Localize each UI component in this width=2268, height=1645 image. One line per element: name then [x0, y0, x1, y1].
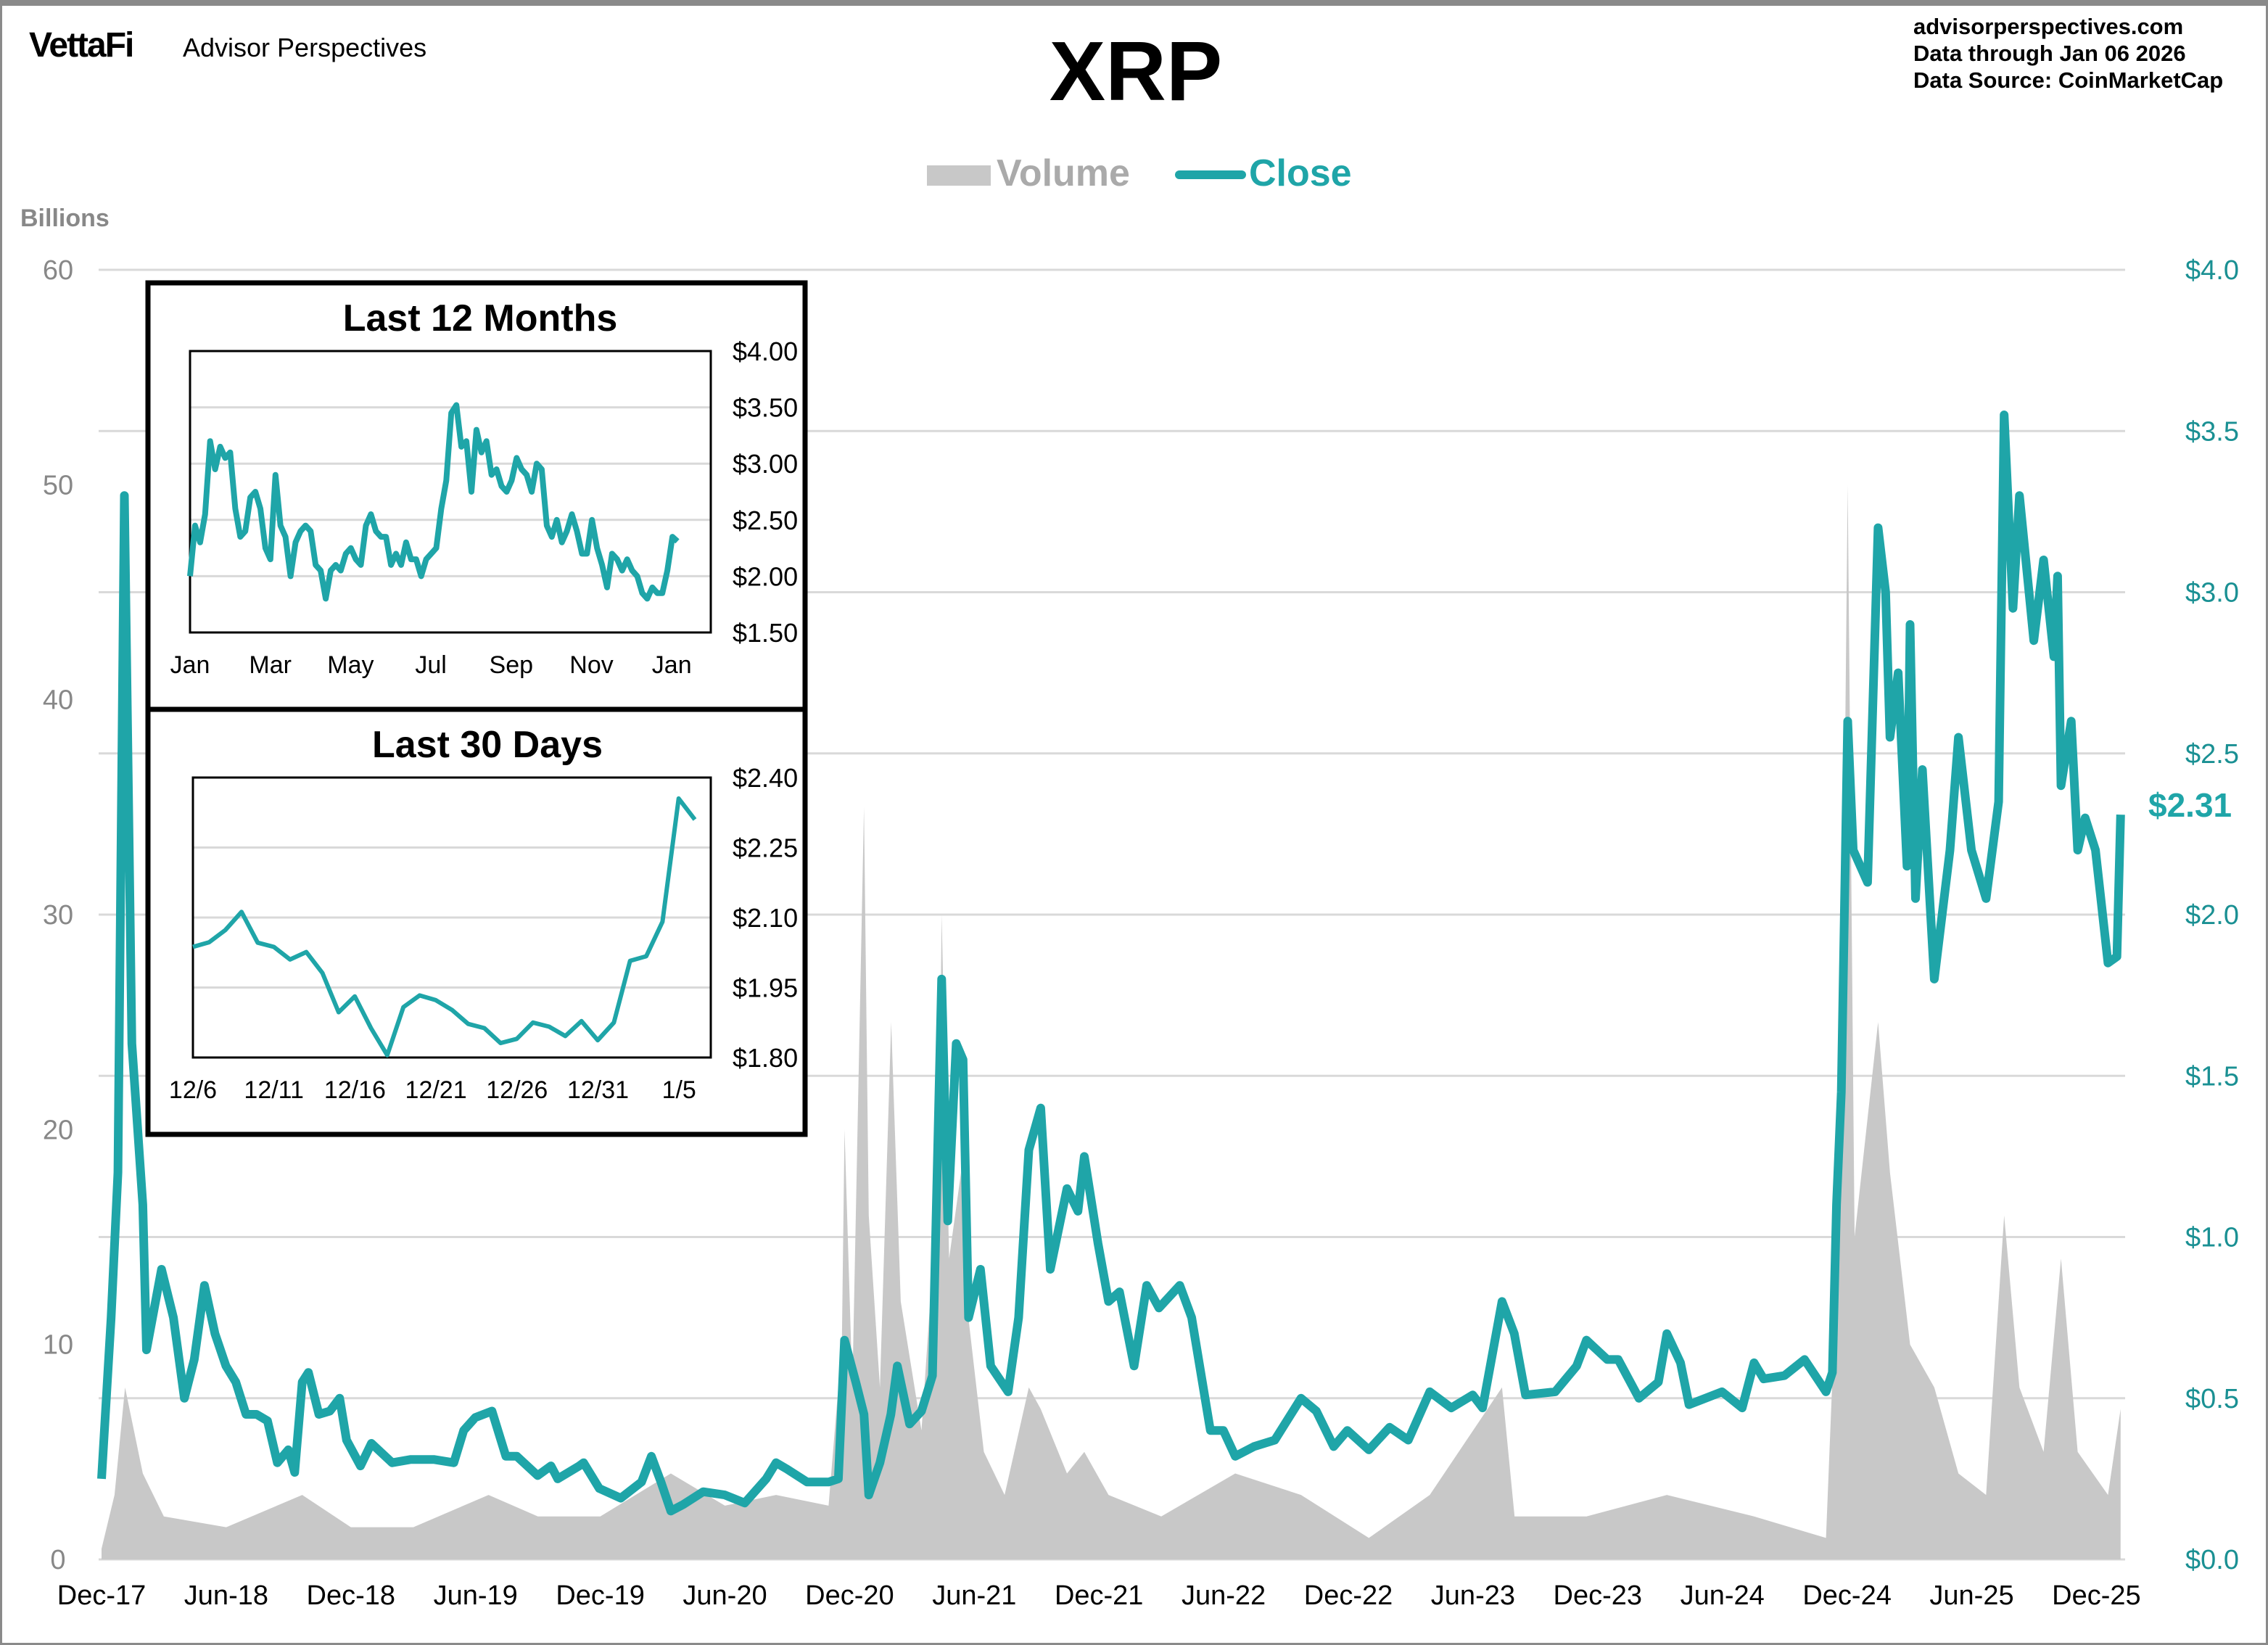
x-axis-tick-label: Jun-18 — [184, 1580, 268, 1611]
inset-y-tick-label: $3.00 — [733, 449, 798, 479]
inset-x-tick-label: 12/31 — [567, 1076, 629, 1104]
data-source: Data Source: CoinMarketCap — [1913, 67, 2223, 93]
right-axis-tick-label: $1.5 — [2185, 1061, 2239, 1092]
inset-30d-title: Last 30 Days — [372, 724, 603, 766]
x-axis-tick-label: Dec-20 — [805, 1580, 894, 1611]
inset-x-tick-label: 12/21 — [405, 1076, 467, 1104]
x-axis-tick-label: Dec-19 — [556, 1580, 645, 1611]
left-axis-tick-label: 50 — [43, 470, 73, 500]
legend-volume-swatch — [927, 165, 991, 186]
inset-y-tick-label: $1.95 — [733, 973, 798, 1003]
inset-30d-chart: $2.40 $2.25 $2.10 $1.95 $1.80 12/6 12/11 12/16 1… — [169, 763, 798, 1104]
inset-x-tick-label: 12/26 — [486, 1076, 548, 1104]
legend-close-label: Close — [1249, 152, 1352, 194]
vettafi-logo: VettaFi — [29, 26, 133, 65]
last-value-label: $2.31 — [2148, 786, 2232, 824]
left-axis-tick-label: 10 — [43, 1330, 73, 1361]
x-axis-tick-label: Dec-22 — [1304, 1580, 1393, 1611]
inset-y-tick-label: $2.50 — [733, 506, 798, 535]
x-axis-tick-label: Jun-22 — [1182, 1580, 1266, 1611]
left-axis-tick-label: 40 — [43, 685, 73, 716]
x-axis-tick-label: Dec-24 — [1802, 1580, 1892, 1611]
x-axis-tick-label: Dec-17 — [57, 1580, 147, 1611]
right-axis-tick-label: $1.0 — [2185, 1223, 2239, 1253]
inset-x-tick-label: 1/5 — [662, 1076, 696, 1104]
inset-y-tick-label: $2.10 — [733, 903, 798, 933]
inset-12m-chart: $4.00 $3.50 $3.00 $2.50 $2.00 $1.50 Jan Mar May J… — [170, 337, 799, 679]
close-layer — [97, 411, 2125, 1516]
left-axis-tick-label: 30 — [43, 900, 73, 931]
right-axis-tick-label: $2.0 — [2185, 900, 2239, 931]
volume-layer — [102, 485, 2121, 1559]
chart-title: XRP — [1050, 24, 1223, 118]
axes: $0.0$0.5$1.0$1.5$2.0$2.5$3.0$3.5$4.00102… — [43, 255, 2239, 1611]
right-axis-tick-label: $4.0 — [2185, 255, 2239, 286]
right-axis-tick-label: $0.5 — [2185, 1384, 2239, 1414]
x-axis-tick-label: Jun-21 — [932, 1580, 1016, 1611]
x-axis-tick-label: Jun-23 — [1431, 1580, 1515, 1611]
inset-x-tick-label: Nov — [569, 651, 613, 679]
x-axis-tick-label: Jun-19 — [434, 1580, 518, 1611]
close-line — [97, 411, 2125, 1516]
right-axis-tick-label: $3.0 — [2185, 578, 2239, 609]
right-axis-tick-label: $2.5 — [2185, 739, 2239, 770]
brand-name: Advisor Perspectives — [183, 33, 426, 62]
x-axis-tick-label: Dec-21 — [1055, 1580, 1144, 1611]
left-axis-tick-label: 20 — [43, 1115, 73, 1145]
x-axis-tick-label: Jun-20 — [683, 1580, 767, 1611]
inset-panels: Last 12 Months Last 30 Days $4.00 $3.50 $3… — [145, 280, 808, 1137]
data-through: Data through Jan 06 2026 — [1913, 41, 2186, 66]
inset-x-tick-label: Sep — [490, 651, 534, 679]
inset-12m-title: Last 12 Months — [343, 297, 618, 339]
inset-y-tick-label: $2.25 — [733, 833, 798, 863]
right-axis-tick-label: $0.0 — [2185, 1545, 2239, 1575]
inset-close-line — [187, 402, 680, 602]
inset-x-tick-label: 12/11 — [244, 1076, 304, 1104]
inset-y-tick-label: $1.50 — [733, 618, 798, 648]
x-axis-tick-label: Dec-25 — [2052, 1580, 2141, 1611]
x-axis-tick-label: Jun-24 — [1681, 1580, 1765, 1611]
inset-y-tick-label: $1.80 — [733, 1043, 798, 1073]
right-axis-tick-label: $3.5 — [2185, 416, 2239, 447]
inset-y-tick-label: $3.50 — [733, 393, 798, 423]
volume-area — [102, 485, 2121, 1559]
inset-x-tick-label: Jul — [415, 651, 446, 679]
inset-plot-frame — [189, 350, 712, 634]
left-axis-tick-label: 0 — [50, 1545, 65, 1575]
x-axis-tick-label: Dec-23 — [1554, 1580, 1643, 1611]
site-url: advisorperspectives.com — [1913, 14, 2183, 39]
legend-volume-label: Volume — [997, 152, 1130, 194]
inset-y-tick-label: $2.40 — [733, 763, 798, 793]
inset-close-line — [192, 796, 697, 1058]
left-axis-title: Billions — [20, 205, 110, 232]
inset-x-tick-label: May — [327, 651, 374, 679]
inset-x-tick-label: 12/6 — [169, 1076, 217, 1104]
inset-y-tick-label: $2.00 — [733, 561, 798, 591]
x-axis-tick-label: Dec-18 — [307, 1580, 396, 1611]
inset-x-tick-label: Jan — [652, 651, 692, 679]
inset-y-tick-label: $4.00 — [733, 337, 798, 366]
inset-x-tick-label: Jan — [170, 651, 210, 679]
x-axis-tick-label: Jun-25 — [1929, 1580, 2013, 1611]
inset-plot-frame — [191, 776, 712, 1059]
inset-x-tick-label: Mar — [249, 651, 292, 679]
left-axis-tick-label: 60 — [43, 255, 73, 286]
inset-x-tick-label: 12/16 — [324, 1076, 386, 1104]
